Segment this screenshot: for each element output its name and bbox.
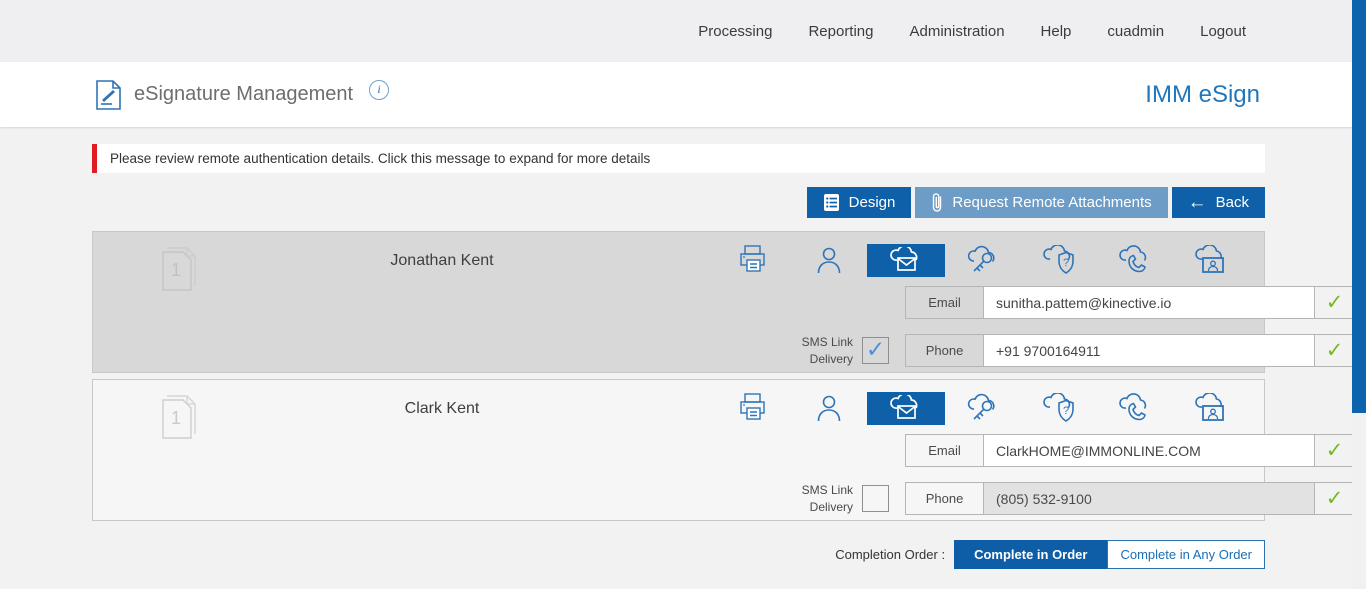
- email-field-row: Email ✓: [791, 286, 1366, 319]
- request-remote-attachments-button[interactable]: Request Remote Attachments: [915, 187, 1168, 218]
- completion-order-label: Completion Order :: [835, 547, 946, 562]
- auth-access-code-icon[interactable]: [945, 244, 1021, 277]
- svg-text:?: ?: [1063, 257, 1069, 269]
- document-count-icon: 1: [157, 390, 197, 442]
- auth-email-icon-selected[interactable]: [867, 243, 945, 277]
- email-valid-check-icon: ✓: [1325, 439, 1344, 462]
- auth-access-code-icon[interactable]: [945, 392, 1021, 425]
- top-nav: Processing Reporting Administration Help…: [0, 0, 1366, 62]
- nav-item-processing[interactable]: Processing: [698, 22, 773, 40]
- action-toolbar: Design Request Remote Attachments ← Back: [92, 187, 1265, 218]
- email-label: Email: [906, 287, 984, 318]
- request-button-label: Request Remote Attachments: [952, 194, 1152, 211]
- phone-label: Phone: [906, 483, 984, 514]
- auth-in-person-icon[interactable]: [791, 392, 867, 425]
- design-button-label: Design: [848, 194, 896, 211]
- info-icon[interactable]: i: [369, 79, 390, 100]
- phone-valid-check-icon: ✓: [1325, 487, 1344, 510]
- signer-name: Jonathan Kent: [390, 252, 494, 269]
- print-icon[interactable]: [738, 243, 769, 274]
- phone-field-row: SMS Link Delivery ✓ Phone ✓: [791, 482, 1366, 515]
- auth-email-icon-selected[interactable]: [867, 391, 945, 425]
- scrollbar-track[interactable]: [1352, 0, 1366, 589]
- scrollbar-thumb[interactable]: [1352, 0, 1366, 413]
- document-count-number: 1: [171, 260, 181, 280]
- nav-item-reporting[interactable]: Reporting: [808, 22, 874, 40]
- document-count-number: 1: [171, 408, 181, 428]
- email-field-row: Email ✓: [791, 434, 1366, 467]
- sms-link-delivery-checkbox[interactable]: ✓: [862, 485, 889, 512]
- sms-link-delivery-label: SMS Link Delivery: [801, 483, 853, 514]
- signer-row-jonathan-kent: 1 Jonathan Kent: [92, 231, 1355, 373]
- auth-method-icons: ?: [791, 389, 1366, 427]
- document-count-icon: 1: [157, 242, 197, 294]
- nav-item-administration[interactable]: Administration: [909, 22, 1005, 40]
- nav-item-cuadmin[interactable]: cuadmin: [1107, 22, 1165, 40]
- signer-name: Clark Kent: [404, 400, 480, 417]
- phone-label: Phone: [906, 335, 984, 366]
- auth-security-question-icon[interactable]: ?: [1021, 392, 1097, 425]
- nav-item-logout[interactable]: Logout: [1200, 22, 1246, 40]
- back-button[interactable]: ← Back: [1171, 187, 1265, 218]
- back-arrow-icon: ←: [1187, 192, 1207, 213]
- phone-valid-check-icon: ✓: [1325, 339, 1344, 362]
- print-icon[interactable]: [738, 391, 769, 422]
- completion-order-bar: Completion Order : Complete in Order Com…: [92, 540, 1265, 569]
- svg-text:?: ?: [1063, 405, 1069, 417]
- warning-message-text: Please review remote authentication deta…: [110, 151, 651, 166]
- complete-in-order-button[interactable]: Complete in Order: [954, 540, 1108, 569]
- paperclip-icon: [931, 192, 943, 213]
- auth-kba-id-icon[interactable]: [1173, 244, 1249, 277]
- nav-item-help[interactable]: Help: [1040, 22, 1072, 40]
- main-content: Please review remote authentication deta…: [0, 127, 1366, 569]
- sms-link-delivery-label: SMS Link Delivery: [801, 335, 853, 366]
- phone-input[interactable]: [984, 335, 1315, 366]
- checkbox-check-icon: ✓: [865, 335, 886, 362]
- esign-document-icon: [95, 79, 122, 111]
- email-input[interactable]: [984, 287, 1315, 318]
- email-label: Email: [906, 435, 984, 466]
- email-input[interactable]: [984, 435, 1315, 466]
- complete-in-any-order-button[interactable]: Complete in Any Order: [1107, 540, 1265, 569]
- phone-field-row: SMS Link Delivery ✓ Phone ✓: [791, 334, 1366, 367]
- phone-input[interactable]: [984, 483, 1315, 514]
- app-header: eSignature Management i IMM eSign: [0, 62, 1366, 127]
- auth-kba-id-icon[interactable]: [1173, 392, 1249, 425]
- back-button-label: Back: [1215, 194, 1249, 211]
- auth-method-icons: ?: [791, 241, 1366, 279]
- auth-phone-icon[interactable]: [1097, 392, 1173, 425]
- auth-phone-icon[interactable]: [1097, 244, 1173, 277]
- warning-message-bar[interactable]: Please review remote authentication deta…: [92, 144, 1265, 173]
- design-icon: [823, 193, 840, 212]
- design-button[interactable]: Design: [806, 187, 912, 218]
- signer-row-clark-kent: 1 Clark Kent: [92, 379, 1355, 521]
- page-title: eSignature Management: [134, 83, 354, 105]
- brand-imm-esign: IMM eSign: [1145, 80, 1260, 108]
- auth-security-question-icon[interactable]: ?: [1021, 244, 1097, 277]
- sms-link-delivery-checkbox[interactable]: ✓: [862, 337, 889, 364]
- email-valid-check-icon: ✓: [1325, 291, 1344, 314]
- auth-in-person-icon[interactable]: [791, 244, 867, 277]
